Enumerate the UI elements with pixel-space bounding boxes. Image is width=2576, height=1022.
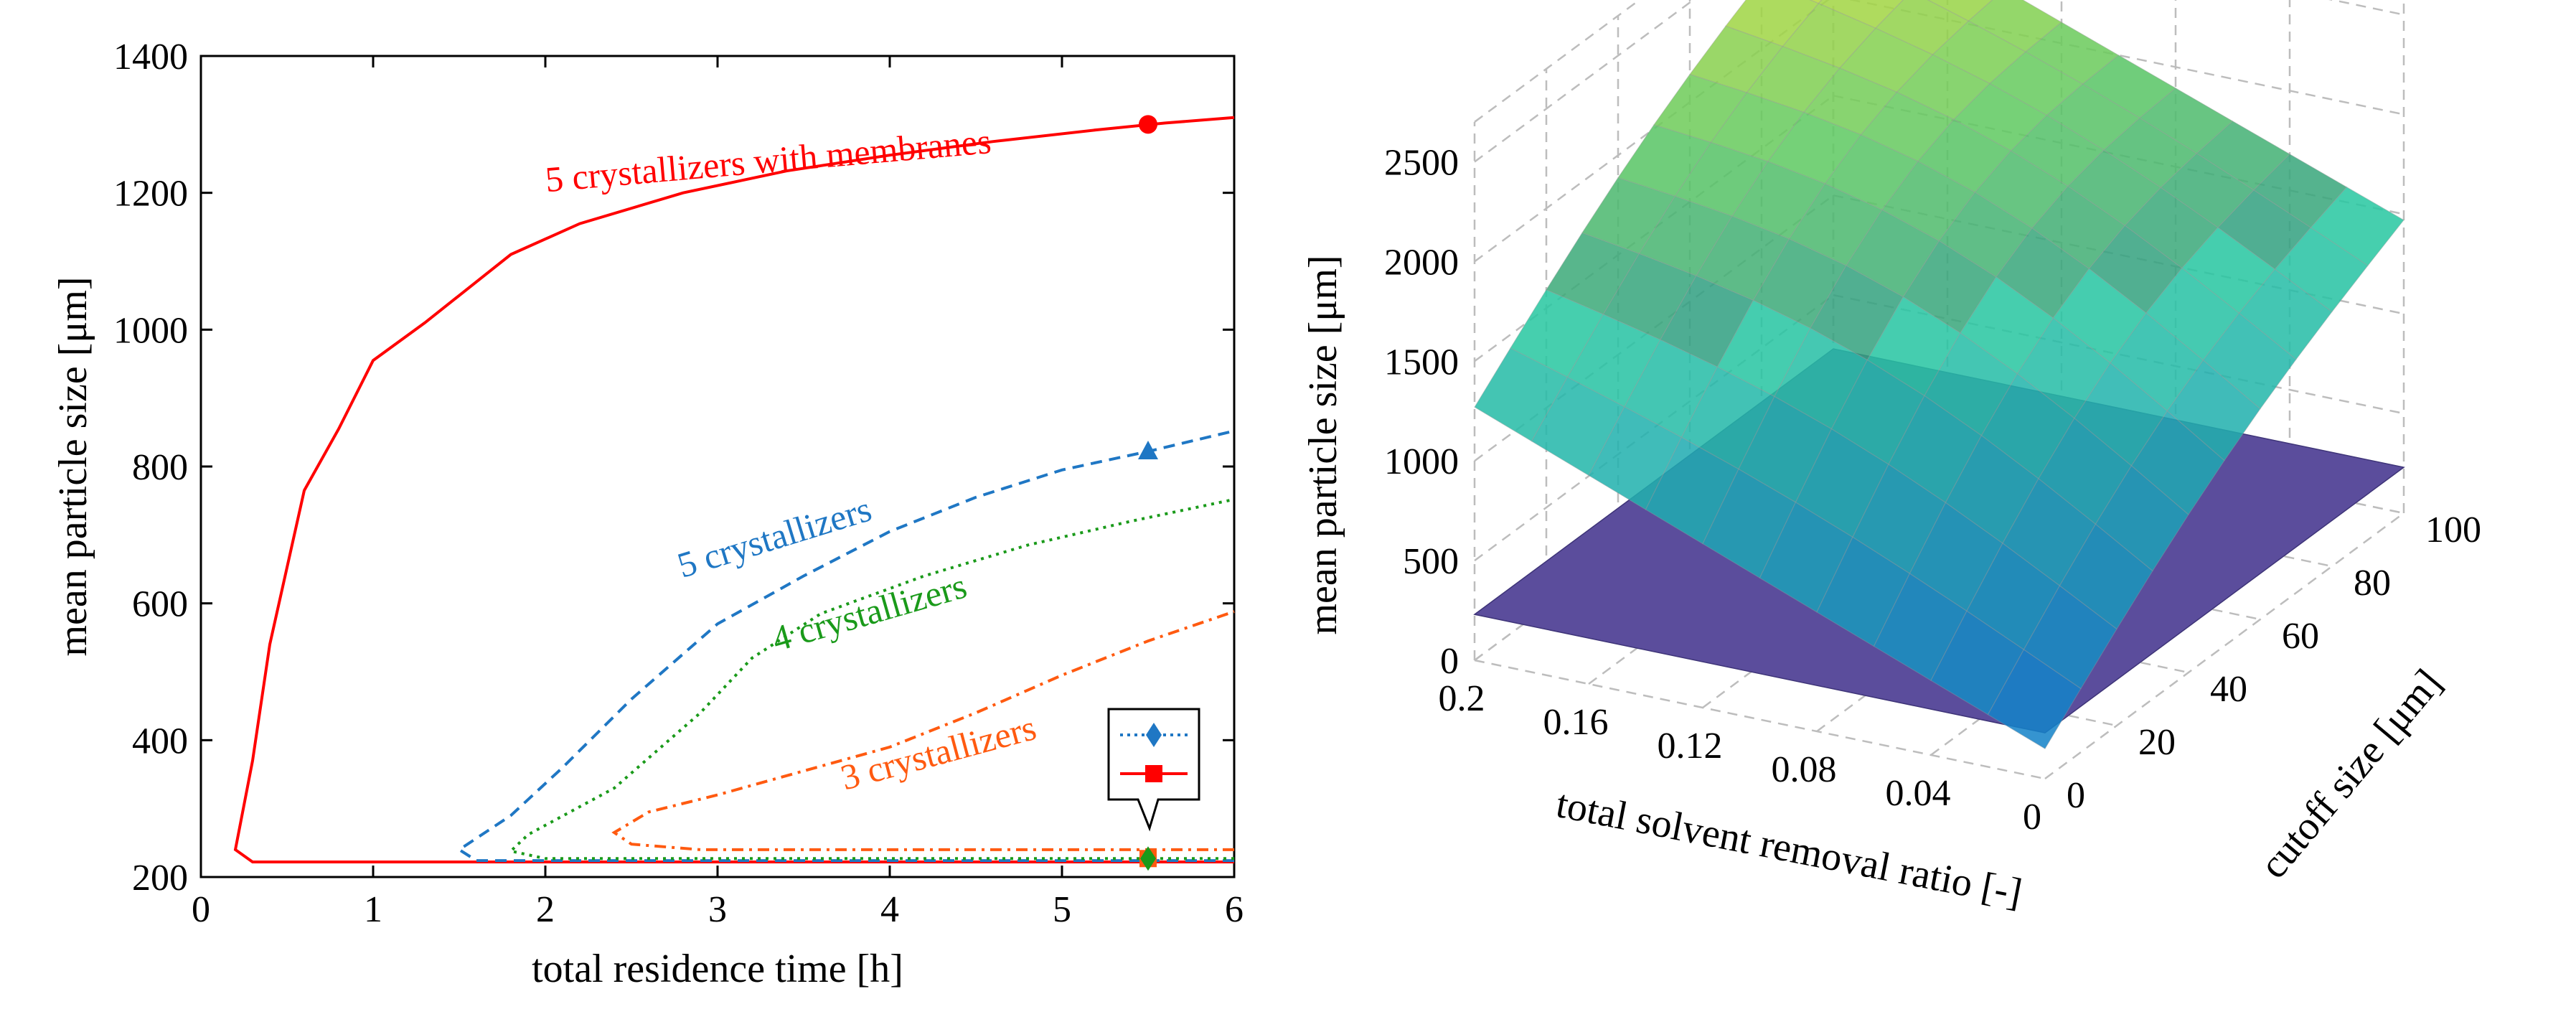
surface-patch bbox=[2310, 186, 2405, 266]
surface-z-axis-label: mean particle size [μm] bbox=[1301, 255, 1345, 634]
left-series-group bbox=[233, 115, 1235, 871]
y-tick-label: 800 bbox=[132, 447, 188, 488]
surface-patch bbox=[1927, 0, 1993, 22]
top-edge bbox=[1474, 0, 1641, 123]
legend-callout bbox=[1107, 708, 1200, 832]
left-axis-ticks: 0 1 2 3 4 5 6 200 400 600 800 1000 1200 1400 bbox=[113, 37, 1244, 930]
surface-mesh bbox=[1473, 0, 2405, 750]
legend-marker-square bbox=[1145, 765, 1162, 782]
x-tick-label-3d: 0.08 bbox=[1772, 749, 1837, 790]
x-tick-label-3d: 0.2 bbox=[1439, 678, 1485, 719]
left-plot-area bbox=[199, 55, 1236, 878]
x-tick-label: 3 bbox=[708, 889, 727, 930]
surface-patch bbox=[1809, 0, 1823, 4]
y-tick-label: 1200 bbox=[113, 174, 188, 215]
right-surface-chart: 050010001500200025000.20.160.120.080.040… bbox=[1301, 0, 2481, 916]
series-marker-2 bbox=[1138, 441, 1158, 460]
side-wall-grid-line bbox=[1833, 294, 2405, 415]
y-tick-label: 1400 bbox=[113, 37, 188, 78]
z-tick-label: 2000 bbox=[1384, 242, 1459, 283]
back-wall-grid-line bbox=[1474, 0, 1695, 163]
series-line-2 bbox=[456, 429, 1235, 863]
x-tick-label: 1 bbox=[364, 889, 382, 930]
surface-y-axis-label: cutoff size [μm] bbox=[2251, 661, 2450, 887]
y-tick-label-3d: 100 bbox=[2425, 510, 2481, 550]
back-wall-grid-line bbox=[1474, 0, 1830, 263]
back-wall-grid-line bbox=[1474, 294, 1834, 562]
y-tick-label-3d: 0 bbox=[2067, 775, 2085, 816]
y-tick-label-3d: 20 bbox=[2138, 722, 2176, 763]
y-tick-label-3d: 60 bbox=[2282, 616, 2319, 657]
z-tick-label: 2500 bbox=[1384, 143, 1459, 184]
y-tick-label: 1000 bbox=[113, 310, 188, 351]
series-line-1 bbox=[233, 116, 1235, 863]
surface-patch bbox=[1818, 0, 1904, 29]
y-tick-label-3d: 40 bbox=[2210, 669, 2247, 710]
floor-grid-line bbox=[2044, 512, 2405, 780]
y-tick-label: 600 bbox=[132, 584, 188, 625]
side-wall-grid-line bbox=[1848, 0, 2405, 116]
x-tick-label-3d: 0.16 bbox=[1543, 702, 1609, 743]
y-tick-label: 200 bbox=[132, 858, 188, 899]
z-tick-label: 0 bbox=[1440, 641, 1459, 682]
x-tick-label-3d: 0.12 bbox=[1658, 726, 1723, 766]
surface-x-axis-label: total solvent removal ratio [-] bbox=[1553, 782, 2026, 916]
x-tick-label: 0 bbox=[192, 889, 210, 930]
z-tick-label: 1000 bbox=[1384, 441, 1459, 482]
floor-grid-line bbox=[1474, 659, 2046, 780]
x-tick-label: 6 bbox=[1225, 889, 1244, 930]
x-tick-label: 4 bbox=[880, 889, 899, 930]
x-tick-label-3d: 0.04 bbox=[1886, 773, 1951, 814]
y-tick-label-3d: 80 bbox=[2354, 563, 2391, 604]
left-y-axis-label: mean particle size [μm] bbox=[51, 276, 95, 656]
series-line-4 bbox=[611, 610, 1235, 851]
series-marker-3 bbox=[1140, 846, 1156, 871]
x-tick-label: 2 bbox=[536, 889, 555, 930]
z-tick-label: 500 bbox=[1403, 541, 1459, 582]
z-tick-label: 1500 bbox=[1384, 342, 1459, 383]
y-tick-label: 400 bbox=[132, 721, 188, 761]
series-marker-1 bbox=[1139, 115, 1157, 134]
x-tick-label-3d: 0 bbox=[2023, 797, 2041, 838]
surface-axis-ticks: 050010001500200025000.20.160.120.080.040… bbox=[1384, 143, 2481, 838]
x-tick-label: 5 bbox=[1053, 889, 1071, 930]
left-x-axis-label: total residence time [h] bbox=[532, 947, 903, 991]
legend-marker-diamond bbox=[1146, 723, 1162, 747]
